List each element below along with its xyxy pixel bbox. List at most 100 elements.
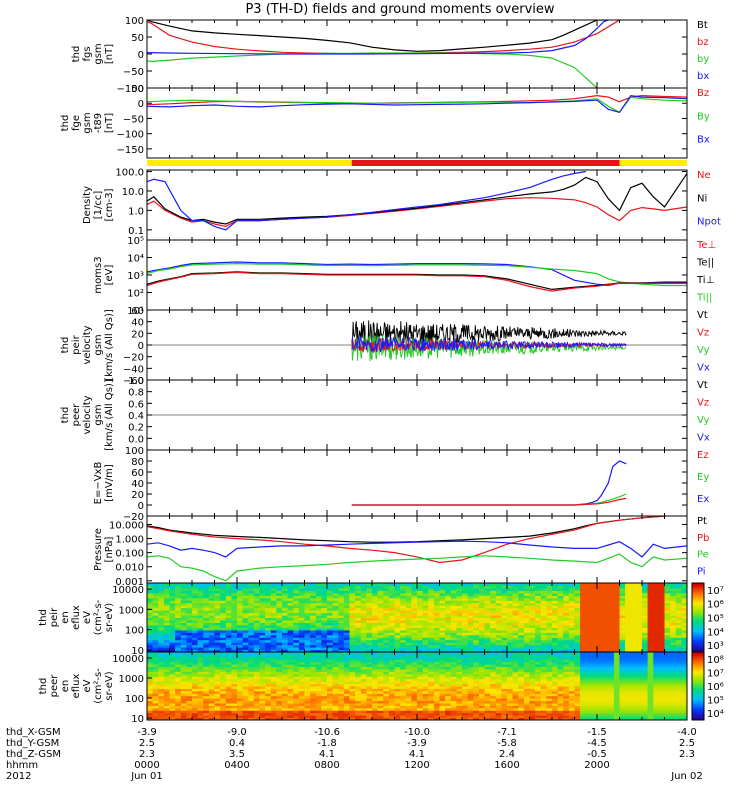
spec-cell xyxy=(451,701,457,704)
spec-cell xyxy=(434,657,440,660)
spec-cell xyxy=(231,667,237,670)
spec-cell xyxy=(327,657,333,660)
spec-cell xyxy=(293,667,299,670)
spec-cell xyxy=(209,701,215,704)
y-axis-label: gsm xyxy=(93,404,104,425)
colorbar-label: 10⁷ xyxy=(707,586,724,597)
spec-cell xyxy=(310,684,316,687)
spec-cell xyxy=(400,701,406,704)
y-axis-label: E=−VxB xyxy=(93,462,104,505)
y-axis-label: velocity xyxy=(82,325,93,364)
spec-cell xyxy=(417,684,423,687)
spec-cell xyxy=(248,701,254,704)
spec-cell xyxy=(226,657,232,660)
spec-cell xyxy=(378,684,384,687)
spec-cell xyxy=(209,657,215,660)
y-axis-label: [km/s (All Qs)] xyxy=(104,309,115,381)
spec-cell xyxy=(271,691,277,694)
y-tick-label: 10.0 xyxy=(122,187,144,198)
spec-cell xyxy=(366,684,372,687)
panel-frame-pressure xyxy=(147,516,687,583)
spec-cell xyxy=(350,691,356,694)
spec-cell xyxy=(153,684,159,687)
spec-cell xyxy=(209,684,215,687)
spec-cell xyxy=(175,701,181,704)
spec-cell xyxy=(310,657,316,660)
y-axis-label: Density xyxy=(82,186,93,224)
spec-cell xyxy=(338,684,344,687)
spec-cell xyxy=(237,684,243,687)
spec-cell xyxy=(411,684,417,687)
y-tick-label: 100 xyxy=(125,626,144,637)
spec-cell xyxy=(445,708,451,711)
spec-cell xyxy=(164,708,170,711)
spec-cell xyxy=(333,708,339,711)
spec-cell xyxy=(395,691,401,694)
spec-cell xyxy=(192,691,198,694)
y-axis-label: moms3 xyxy=(93,256,104,293)
legend-entry: Vt xyxy=(697,310,708,321)
y-axis-label: [1/cc] xyxy=(93,191,104,220)
spec-cell xyxy=(170,684,176,687)
spec-cell xyxy=(175,674,181,677)
legend-entry: Pe xyxy=(697,550,709,561)
spec-cell xyxy=(248,657,254,660)
spec-cell xyxy=(361,708,367,711)
mode-bar-segment-yellow xyxy=(147,160,352,166)
y-tick-label: 1.0 xyxy=(128,376,144,387)
spec-cell xyxy=(327,684,333,687)
spec-cell xyxy=(321,701,327,704)
spec-cell xyxy=(192,708,198,711)
series-line-by xyxy=(147,53,597,88)
spec-cell xyxy=(321,667,327,670)
spec-cell xyxy=(400,691,406,694)
legend-entry: Bx xyxy=(697,135,710,146)
y-tick-label: 1.000 xyxy=(115,535,144,546)
spec-cell xyxy=(417,701,423,704)
y-tick-label: 100.0 xyxy=(115,168,144,179)
spec-cell xyxy=(181,667,187,670)
spec-cell xyxy=(260,701,266,704)
spec-cell xyxy=(198,674,204,677)
spec-cell xyxy=(153,657,159,660)
y-axis-label: gsm xyxy=(82,112,93,133)
spec-cell xyxy=(220,708,226,711)
series-line-bx xyxy=(147,96,687,113)
spec-cell xyxy=(327,708,333,711)
spec-cell xyxy=(243,674,249,677)
spec-cell xyxy=(310,667,316,670)
spec-cell xyxy=(282,684,288,687)
spec-cell xyxy=(293,708,299,711)
spec-cell xyxy=(186,674,192,677)
spec-cell xyxy=(366,674,372,677)
y-tick-label: 0.6 xyxy=(128,399,144,410)
spec-cell xyxy=(423,701,429,704)
spec-cell xyxy=(186,667,192,670)
spec-cell xyxy=(220,674,226,677)
spec-cell xyxy=(434,691,440,694)
y-tick-label: 100 xyxy=(125,16,144,27)
spec-cell xyxy=(355,701,361,704)
series-line-pe xyxy=(147,554,687,581)
legend-entry: Pi xyxy=(697,566,706,577)
spec-cell xyxy=(423,684,429,687)
spec-cell xyxy=(164,657,170,660)
spec-cell xyxy=(153,701,159,704)
y-tick-label: −50 xyxy=(123,114,144,125)
spec-cell xyxy=(288,708,294,711)
spec-cell xyxy=(423,708,429,711)
spec-cell xyxy=(175,708,181,711)
y-axis-label: thd xyxy=(60,337,71,354)
y-axis-label: peer xyxy=(71,403,82,427)
spec-cell xyxy=(299,708,305,711)
spec-cell xyxy=(383,691,389,694)
spec-cell xyxy=(406,691,412,694)
spec-cell xyxy=(434,667,440,670)
legend-entry: Ni xyxy=(697,193,707,204)
spec-cell xyxy=(451,684,457,687)
spec-cell xyxy=(316,667,322,670)
spec-cell xyxy=(226,684,232,687)
spec-cell xyxy=(338,667,344,670)
spec-cell xyxy=(378,667,384,670)
